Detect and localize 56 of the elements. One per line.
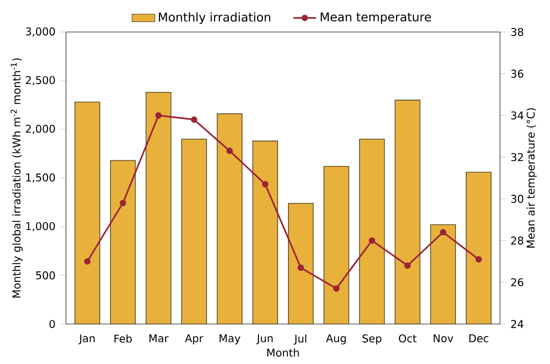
y-tick-label: 3,000 bbox=[26, 27, 55, 37]
x-tick-label: Jul bbox=[294, 334, 306, 345]
y-tick-label: 1,000 bbox=[26, 222, 55, 232]
y2-tick-label: 28 bbox=[511, 236, 524, 245]
x-tick-label: Jan bbox=[78, 334, 95, 344]
point bbox=[298, 264, 304, 271]
x-axis-title: Month bbox=[267, 348, 299, 357]
point bbox=[262, 181, 268, 188]
bar bbox=[359, 138, 385, 324]
x-tick-label: Oct bbox=[398, 334, 416, 342]
point bbox=[333, 285, 340, 292]
bar bbox=[252, 140, 278, 324]
point bbox=[226, 148, 233, 154]
x-tick-label: Dec bbox=[469, 334, 488, 342]
bar bbox=[430, 224, 456, 324]
bar bbox=[466, 172, 492, 324]
point bbox=[440, 229, 446, 236]
bar bbox=[216, 113, 242, 324]
y2-tick-label: 26 bbox=[511, 278, 524, 286]
x-tick-label: Feb bbox=[114, 334, 132, 343]
legend-label: Mean temperature bbox=[320, 12, 431, 24]
y2-axis-title: Mean air temperature (°C) bbox=[526, 108, 537, 248]
point bbox=[404, 262, 411, 269]
y2-tick-label: 38 bbox=[511, 28, 524, 36]
y2-tick-label: 32 bbox=[511, 153, 523, 162]
y-tick-label: 0 bbox=[50, 320, 55, 328]
x-tick-label: May bbox=[220, 334, 240, 344]
y2-tick-label: 30 bbox=[511, 194, 524, 203]
y-tick-label: 2,500 bbox=[26, 76, 55, 86]
point bbox=[120, 200, 126, 206]
bar bbox=[394, 100, 420, 324]
y2-tick-label: 36 bbox=[511, 70, 524, 78]
point bbox=[368, 237, 376, 244]
bar bbox=[181, 138, 207, 324]
y-tick-label: 2,000 bbox=[26, 124, 55, 134]
y2-tick-label: 24 bbox=[511, 320, 524, 328]
y-tick-label: 500 bbox=[36, 271, 55, 280]
point bbox=[155, 112, 162, 119]
x-tick-label: Sep bbox=[362, 334, 382, 345]
point bbox=[190, 116, 198, 123]
x-tick-label: Nov bbox=[434, 334, 454, 342]
bar bbox=[146, 92, 172, 324]
x-tick-label: Jun bbox=[256, 334, 273, 344]
bar bbox=[324, 166, 350, 324]
y2-tick-label: 34 bbox=[511, 111, 524, 120]
bar bbox=[110, 160, 136, 324]
bar bbox=[74, 102, 100, 324]
legend-label: Monthly irradiation bbox=[158, 12, 270, 24]
bar bbox=[288, 202, 314, 324]
x-tick-label: Apr bbox=[184, 334, 204, 344]
point bbox=[84, 258, 91, 265]
x-tick-label: Mar bbox=[149, 334, 169, 342]
y-axis-title: Monthly global irradiation (kWh m$^{-2}$ month$^{-1}$) bbox=[10, 58, 23, 298]
y-tick-label: 1,500 bbox=[26, 173, 55, 183]
point bbox=[475, 256, 482, 263]
x-tick-label: Aug bbox=[326, 334, 346, 344]
